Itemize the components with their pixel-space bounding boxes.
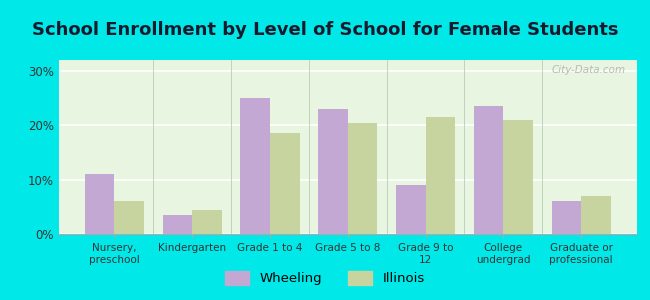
Legend: Wheeling, Illinois: Wheeling, Illinois	[220, 265, 430, 290]
Bar	[503, 120, 533, 234]
Bar	[426, 117, 455, 234]
Bar	[162, 215, 192, 234]
Text: School Enrollment by Level of School for Female Students: School Enrollment by Level of School for…	[32, 21, 618, 39]
Bar	[396, 185, 426, 234]
Bar	[474, 106, 503, 234]
Bar	[581, 196, 611, 234]
Bar	[552, 201, 581, 234]
Text: City-Data.com: City-Data.com	[551, 65, 625, 75]
Bar	[84, 174, 114, 234]
Bar	[192, 209, 222, 234]
Bar	[348, 122, 377, 234]
Bar	[318, 109, 348, 234]
Bar	[240, 98, 270, 234]
Bar	[114, 201, 144, 234]
Bar	[270, 134, 300, 234]
